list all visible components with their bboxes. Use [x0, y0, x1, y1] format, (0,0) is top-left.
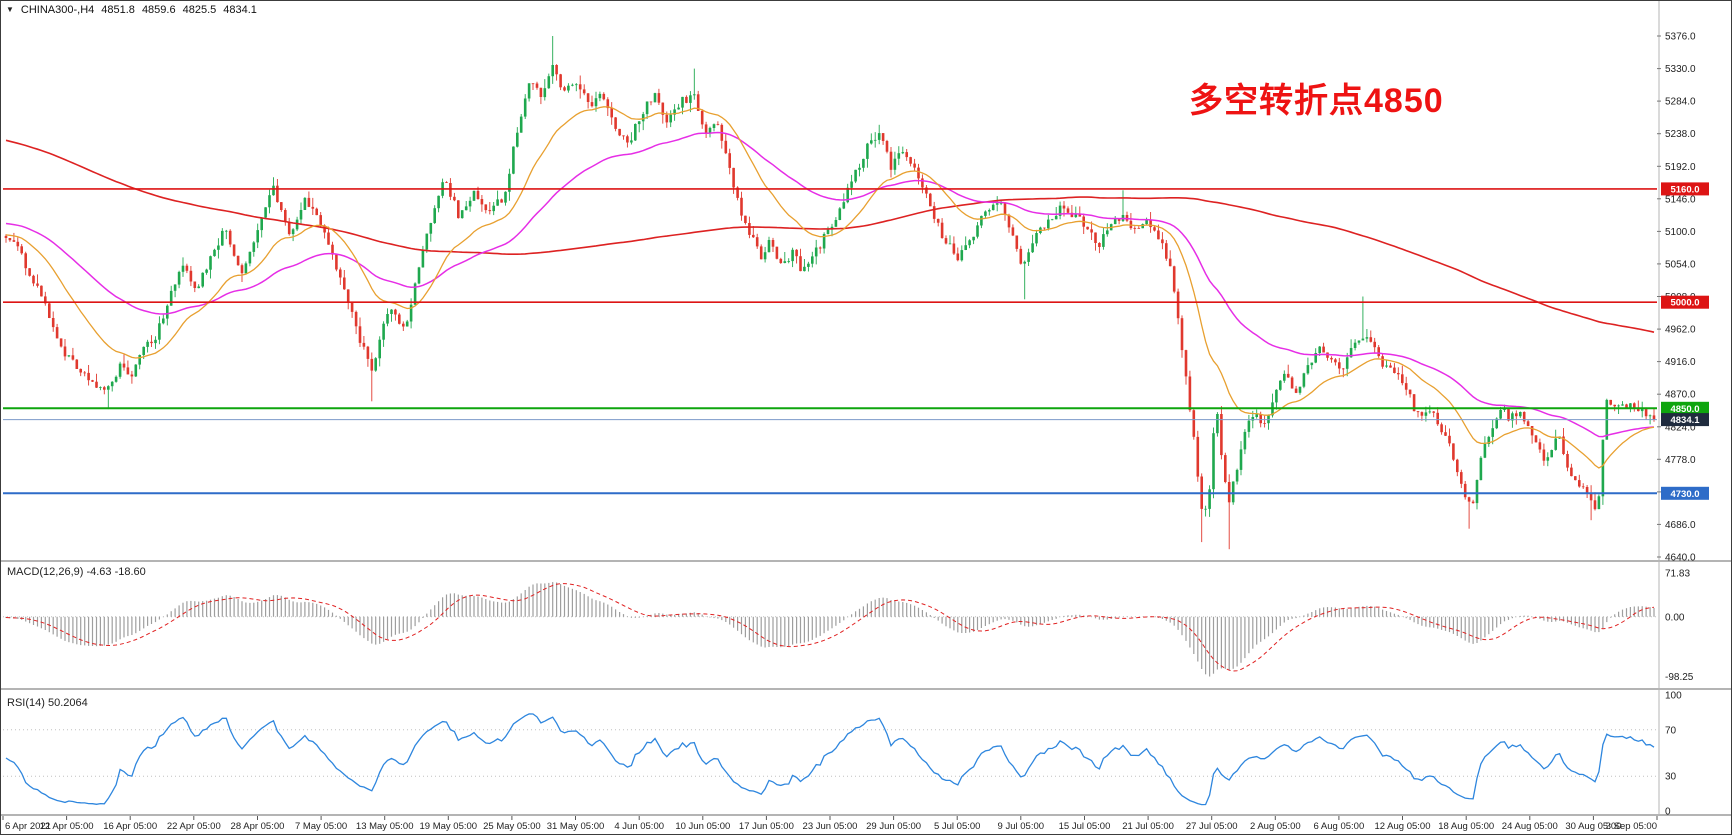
- price-tick-label: 5238.0: [1665, 129, 1696, 140]
- time-tick-label: 23 Jun 05:00: [803, 821, 858, 832]
- svg-text:5160.0: 5160.0: [1670, 184, 1699, 195]
- rsi-line: [5, 713, 1655, 806]
- macd-indicator-label: MACD(12,26,9) -4.63 -18.60: [7, 566, 146, 578]
- time-tick-label: 6 Aug 05:00: [1314, 821, 1365, 832]
- price-tick-label: 4824.0: [1665, 422, 1696, 433]
- fast-ma-line: [5, 106, 1655, 469]
- collapse-arrow-icon[interactable]: ▼: [6, 5, 14, 14]
- time-tick-label: 16 Apr 05:00: [103, 821, 157, 832]
- rsi-tick-label: 100: [1665, 691, 1682, 702]
- svg-text:4730.0: 4730.0: [1670, 489, 1699, 500]
- time-tick-label: 9 Jul 05:00: [998, 821, 1044, 832]
- bid-price-label-box: 4834.1: [1661, 413, 1709, 427]
- mid-ma-line: [5, 131, 1655, 438]
- ohlc-low: 4825.5: [182, 4, 217, 16]
- price-tick-label: 5330.0: [1665, 64, 1696, 75]
- time-tick-label: 18 Aug 05:00: [1438, 821, 1494, 832]
- annotation-text: 多空转折点4850: [1189, 82, 1444, 120]
- price-label-box-4850.0: 4850.0: [1661, 401, 1709, 415]
- macd-histogram: [5, 582, 1655, 677]
- macd-signal-line: [5, 583, 1655, 672]
- price-label-box-5160.0: 5160.0: [1661, 182, 1709, 196]
- price-tick-label: 4686.0: [1665, 520, 1696, 531]
- ohlc-close: 4834.1: [223, 4, 257, 16]
- price-tick-label: 4962.0: [1665, 325, 1696, 336]
- time-tick-label: 19 May 05:00: [420, 821, 478, 832]
- symbol-period-label: CHINA300-,H4: [20, 4, 95, 16]
- symbol-info-bar: ▼ CHINA300-,H4 4851.8 4859.6 4825.5 4834…: [6, 4, 257, 16]
- price-tick-label: 5054.0: [1665, 259, 1696, 270]
- macd-tick-label: 0.00: [1665, 612, 1685, 623]
- time-tick-label: 5 Jul 05:00: [934, 821, 980, 832]
- time-tick-label: 29 Jun 05:00: [866, 821, 921, 832]
- time-tick-label: 3 Sep 05:00: [1606, 821, 1657, 832]
- time-tick-label: 7 May 05:00: [295, 821, 347, 832]
- price-tick-label: 4870.0: [1665, 390, 1696, 401]
- time-tick-label: 31 May 05:00: [547, 821, 605, 832]
- time-tick-label: 28 Apr 05:00: [231, 821, 285, 832]
- price-tick-label: 5100.0: [1665, 227, 1696, 238]
- time-tick-label: 6 Apr 2021: [5, 821, 51, 832]
- rsi-indicator-label: RSI(14) 50.2064: [7, 697, 88, 709]
- price-tick-label: 4916.0: [1665, 357, 1696, 368]
- time-tick-label: 13 May 05:00: [356, 821, 414, 832]
- svg-text:4850.0: 4850.0: [1670, 404, 1699, 415]
- macd-tick-label: 71.83: [1665, 569, 1690, 580]
- price-label-box-5000.0: 5000.0: [1661, 295, 1709, 309]
- svg-text:5000.0: 5000.0: [1670, 298, 1699, 309]
- svg-text:4834.1: 4834.1: [1670, 415, 1700, 426]
- time-tick-label: 10 Jun 05:00: [675, 821, 730, 832]
- ohlc-high: 4859.6: [141, 4, 176, 16]
- time-tick-label: 12 Aug 05:00: [1375, 821, 1431, 832]
- price-tick-label: 5192.0: [1665, 162, 1696, 173]
- time-tick-label: 21 Jul 05:00: [1122, 821, 1174, 832]
- candlesticks: [4, 36, 1656, 550]
- slow-ma-line: [5, 139, 1655, 333]
- rsi-tick-label: 70: [1665, 725, 1677, 736]
- time-tick-label: 17 Jun 05:00: [739, 821, 794, 832]
- time-tick-label: 25 May 05:00: [483, 821, 541, 832]
- price-tick-label: 4778.0: [1665, 455, 1696, 466]
- time-tick-label: 2 Aug 05:00: [1250, 821, 1301, 832]
- time-tick-label: 24 Aug 05:00: [1502, 821, 1558, 832]
- time-tick-label: 27 Jul 05:00: [1186, 821, 1238, 832]
- rsi-tick-label: 0: [1665, 807, 1671, 818]
- price-tick-label: 4640.0: [1665, 553, 1696, 564]
- price-label-box-4730.0: 4730.0: [1661, 486, 1709, 500]
- time-tick-label: 12 Apr 05:00: [40, 821, 94, 832]
- time-tick-label: 4 Jun 05:00: [614, 821, 664, 832]
- time-tick-label: 15 Jul 05:00: [1059, 821, 1111, 832]
- rsi-tick-label: 30: [1665, 772, 1677, 783]
- macd-axis[interactable]: 71.83 0.00 -98.25: [1665, 569, 1694, 684]
- price-tick-label: 5146.0: [1665, 194, 1696, 205]
- price-tick-label: 5284.0: [1665, 97, 1696, 108]
- ohlc-open: 4851.8: [101, 4, 135, 16]
- time-tick-label: 22 Apr 05:00: [167, 821, 221, 832]
- price-tick-label: 5376.0: [1665, 32, 1696, 43]
- panel-separators: [1, 1, 1731, 816]
- macd-tick-label: -98.25: [1665, 672, 1694, 683]
- rsi-axis[interactable]: 100 70 30 0: [1665, 691, 1682, 818]
- time-tick-label: 30 Aug 05:00: [1565, 821, 1621, 832]
